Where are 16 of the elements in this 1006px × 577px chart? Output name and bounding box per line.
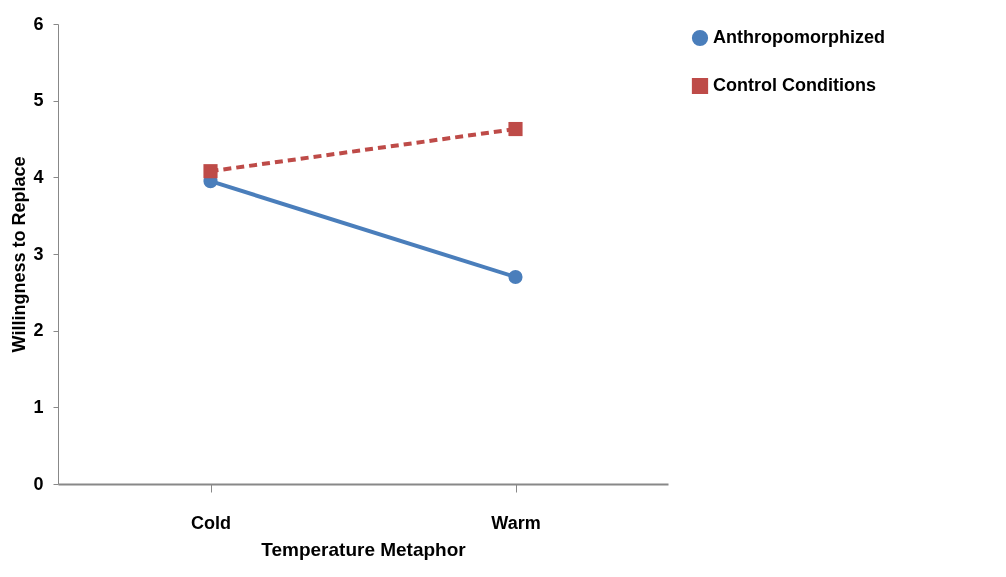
x-tick-label: Cold: [191, 512, 231, 533]
point: [203, 164, 218, 179]
y-tick-label: 3: [33, 243, 44, 264]
legend-label: Control Conditions: [713, 75, 876, 95]
x-tick-label: Warm: [491, 512, 541, 533]
legend-label: Anthropomorphized: [713, 27, 885, 47]
y-tick-label: 5: [33, 90, 44, 111]
y-tick-label: 6: [33, 13, 44, 34]
y-tick-label: 4: [33, 166, 44, 187]
y-axis-title: Willingness to Replace: [9, 156, 30, 353]
point: [508, 269, 523, 285]
x-axis-title: Temperature Metaphor: [261, 538, 467, 560]
y-tick-label: 2: [33, 320, 44, 341]
y-tick-label: 1: [33, 396, 44, 417]
point: [508, 121, 523, 137]
y-tick-label: 0: [33, 473, 44, 494]
